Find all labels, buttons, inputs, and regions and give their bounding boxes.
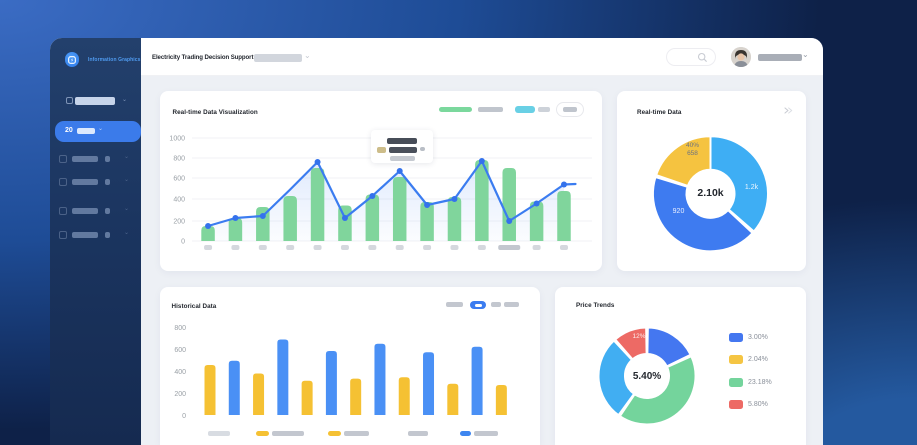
svg-text:600: 600 (174, 347, 186, 354)
svg-text:200: 200 (174, 391, 186, 398)
svg-text:800: 800 (173, 156, 185, 163)
svg-text:12%: 12% (632, 333, 645, 340)
svg-text:400: 400 (174, 369, 186, 376)
svg-text:800: 800 (174, 325, 186, 332)
svg-text:1000: 1000 (169, 136, 185, 143)
svg-text:600: 600 (173, 176, 185, 183)
svg-text:40%: 40% (686, 142, 699, 149)
svg-text:1.2k: 1.2k (745, 184, 759, 191)
svg-text:0: 0 (182, 413, 186, 420)
svg-text:920: 920 (673, 208, 685, 215)
svg-text:658: 658 (687, 150, 698, 157)
svg-text:400: 400 (173, 197, 185, 204)
svg-text:200: 200 (173, 219, 185, 226)
svg-text:0: 0 (181, 239, 185, 246)
